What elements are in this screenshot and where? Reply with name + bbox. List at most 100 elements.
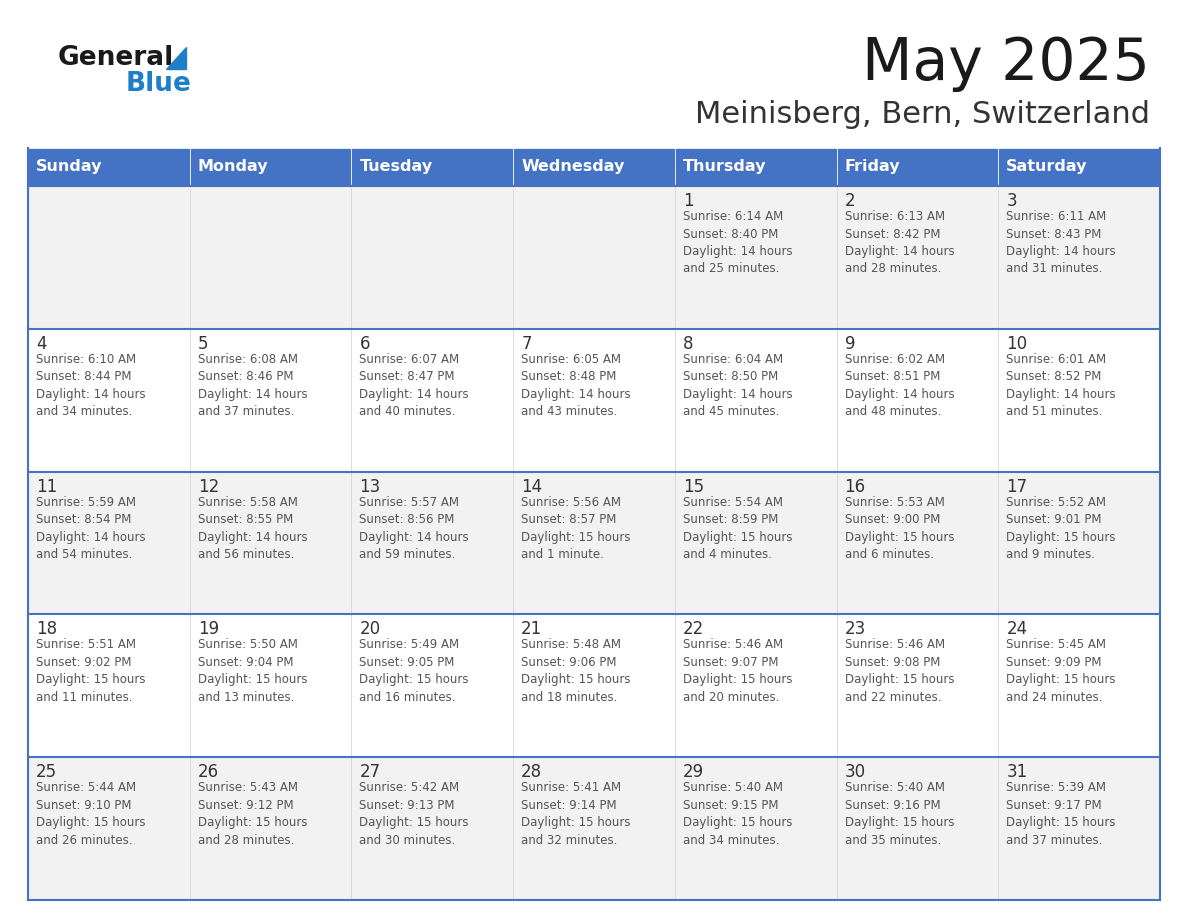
Bar [998, 757, 1159, 900]
Text: 29: 29 [683, 763, 704, 781]
Text: 31: 31 [1006, 763, 1028, 781]
Bar [190, 614, 352, 757]
Text: 30: 30 [845, 763, 866, 781]
Text: Friday: Friday [845, 160, 901, 174]
Text: Sunrise: 5:49 AM
Sunset: 9:05 PM
Daylight: 15 hours
and 16 minutes.: Sunrise: 5:49 AM Sunset: 9:05 PM Dayligh… [360, 638, 469, 704]
Text: Sunrise: 5:44 AM
Sunset: 9:10 PM
Daylight: 15 hours
and 26 minutes.: Sunrise: 5:44 AM Sunset: 9:10 PM Dayligh… [36, 781, 145, 846]
Text: Sunrise: 6:11 AM
Sunset: 8:43 PM
Daylight: 14 hours
and 31 minutes.: Sunrise: 6:11 AM Sunset: 8:43 PM Dayligh… [1006, 210, 1116, 275]
Text: Sunrise: 5:45 AM
Sunset: 9:09 PM
Daylight: 15 hours
and 24 minutes.: Sunrise: 5:45 AM Sunset: 9:09 PM Dayligh… [1006, 638, 1116, 704]
Text: 12: 12 [197, 477, 219, 496]
Text: 26: 26 [197, 763, 219, 781]
Text: Sunrise: 5:43 AM
Sunset: 9:12 PM
Daylight: 15 hours
and 28 minutes.: Sunrise: 5:43 AM Sunset: 9:12 PM Dayligh… [197, 781, 308, 846]
Bar [190, 148, 352, 186]
Text: Sunrise: 6:02 AM
Sunset: 8:51 PM
Daylight: 14 hours
and 48 minutes.: Sunrise: 6:02 AM Sunset: 8:51 PM Dayligh… [845, 353, 954, 419]
Text: Sunrise: 5:56 AM
Sunset: 8:57 PM
Daylight: 15 hours
and 1 minute.: Sunrise: 5:56 AM Sunset: 8:57 PM Dayligh… [522, 496, 631, 561]
Text: 8: 8 [683, 335, 694, 353]
Text: 11: 11 [36, 477, 57, 496]
Bar [29, 148, 190, 186]
Bar [836, 329, 998, 472]
Text: 16: 16 [845, 477, 866, 496]
Text: Thursday: Thursday [683, 160, 766, 174]
Bar [29, 614, 190, 757]
Bar [998, 472, 1159, 614]
Bar [836, 186, 998, 329]
Bar [352, 614, 513, 757]
Text: 21: 21 [522, 621, 543, 638]
Text: Sunrise: 5:57 AM
Sunset: 8:56 PM
Daylight: 14 hours
and 59 minutes.: Sunrise: 5:57 AM Sunset: 8:56 PM Dayligh… [360, 496, 469, 561]
Text: 2: 2 [845, 192, 855, 210]
Text: Tuesday: Tuesday [360, 160, 432, 174]
Text: Sunrise: 5:51 AM
Sunset: 9:02 PM
Daylight: 15 hours
and 11 minutes.: Sunrise: 5:51 AM Sunset: 9:02 PM Dayligh… [36, 638, 145, 704]
Bar [675, 757, 836, 900]
Text: 18: 18 [36, 621, 57, 638]
Text: Sunrise: 5:53 AM
Sunset: 9:00 PM
Daylight: 15 hours
and 6 minutes.: Sunrise: 5:53 AM Sunset: 9:00 PM Dayligh… [845, 496, 954, 561]
Text: 3: 3 [1006, 192, 1017, 210]
Text: Sunrise: 5:48 AM
Sunset: 9:06 PM
Daylight: 15 hours
and 18 minutes.: Sunrise: 5:48 AM Sunset: 9:06 PM Dayligh… [522, 638, 631, 704]
Text: 22: 22 [683, 621, 704, 638]
Text: General: General [58, 45, 175, 71]
Text: Sunrise: 5:54 AM
Sunset: 8:59 PM
Daylight: 15 hours
and 4 minutes.: Sunrise: 5:54 AM Sunset: 8:59 PM Dayligh… [683, 496, 792, 561]
Text: Sunrise: 5:52 AM
Sunset: 9:01 PM
Daylight: 15 hours
and 9 minutes.: Sunrise: 5:52 AM Sunset: 9:01 PM Dayligh… [1006, 496, 1116, 561]
Text: 14: 14 [522, 477, 542, 496]
Text: 25: 25 [36, 763, 57, 781]
Text: 17: 17 [1006, 477, 1028, 496]
Bar [675, 614, 836, 757]
Bar [352, 186, 513, 329]
Text: 1: 1 [683, 192, 694, 210]
Bar [675, 148, 836, 186]
Bar [675, 329, 836, 472]
Text: Sunrise: 5:40 AM
Sunset: 9:15 PM
Daylight: 15 hours
and 34 minutes.: Sunrise: 5:40 AM Sunset: 9:15 PM Dayligh… [683, 781, 792, 846]
Text: Wednesday: Wednesday [522, 160, 625, 174]
Bar [513, 148, 675, 186]
Text: Sunrise: 6:13 AM
Sunset: 8:42 PM
Daylight: 14 hours
and 28 minutes.: Sunrise: 6:13 AM Sunset: 8:42 PM Dayligh… [845, 210, 954, 275]
Bar [998, 614, 1159, 757]
Bar [190, 329, 352, 472]
Bar [836, 757, 998, 900]
Text: 4: 4 [36, 335, 46, 353]
Bar [352, 329, 513, 472]
Bar [675, 186, 836, 329]
Text: Sunrise: 5:42 AM
Sunset: 9:13 PM
Daylight: 15 hours
and 30 minutes.: Sunrise: 5:42 AM Sunset: 9:13 PM Dayligh… [360, 781, 469, 846]
Bar [836, 472, 998, 614]
Bar [513, 472, 675, 614]
Bar [352, 148, 513, 186]
Text: Sunrise: 5:41 AM
Sunset: 9:14 PM
Daylight: 15 hours
and 32 minutes.: Sunrise: 5:41 AM Sunset: 9:14 PM Dayligh… [522, 781, 631, 846]
Text: Sunrise: 6:04 AM
Sunset: 8:50 PM
Daylight: 14 hours
and 45 minutes.: Sunrise: 6:04 AM Sunset: 8:50 PM Dayligh… [683, 353, 792, 419]
Bar [352, 472, 513, 614]
Text: Sunrise: 5:39 AM
Sunset: 9:17 PM
Daylight: 15 hours
and 37 minutes.: Sunrise: 5:39 AM Sunset: 9:17 PM Dayligh… [1006, 781, 1116, 846]
Text: Sunrise: 5:40 AM
Sunset: 9:16 PM
Daylight: 15 hours
and 35 minutes.: Sunrise: 5:40 AM Sunset: 9:16 PM Dayligh… [845, 781, 954, 846]
Text: 28: 28 [522, 763, 542, 781]
Text: 19: 19 [197, 621, 219, 638]
Bar [836, 148, 998, 186]
Text: Monday: Monday [197, 160, 268, 174]
Bar [513, 329, 675, 472]
Text: 23: 23 [845, 621, 866, 638]
Text: 24: 24 [1006, 621, 1028, 638]
Text: Sunrise: 6:14 AM
Sunset: 8:40 PM
Daylight: 14 hours
and 25 minutes.: Sunrise: 6:14 AM Sunset: 8:40 PM Dayligh… [683, 210, 792, 275]
Text: 13: 13 [360, 477, 380, 496]
Bar [190, 472, 352, 614]
Text: 6: 6 [360, 335, 369, 353]
Text: 27: 27 [360, 763, 380, 781]
Text: Sunrise: 6:01 AM
Sunset: 8:52 PM
Daylight: 14 hours
and 51 minutes.: Sunrise: 6:01 AM Sunset: 8:52 PM Dayligh… [1006, 353, 1116, 419]
Text: Sunday: Sunday [36, 160, 102, 174]
Text: 20: 20 [360, 621, 380, 638]
Bar [190, 186, 352, 329]
Text: Meinisberg, Bern, Switzerland: Meinisberg, Bern, Switzerland [695, 100, 1150, 129]
Bar [29, 329, 190, 472]
Bar [513, 186, 675, 329]
Text: Sunrise: 5:50 AM
Sunset: 9:04 PM
Daylight: 15 hours
and 13 minutes.: Sunrise: 5:50 AM Sunset: 9:04 PM Dayligh… [197, 638, 308, 704]
Bar [29, 757, 190, 900]
Bar [29, 472, 190, 614]
Text: Sunrise: 6:07 AM
Sunset: 8:47 PM
Daylight: 14 hours
and 40 minutes.: Sunrise: 6:07 AM Sunset: 8:47 PM Dayligh… [360, 353, 469, 419]
Bar [352, 757, 513, 900]
Text: Sunrise: 5:46 AM
Sunset: 9:08 PM
Daylight: 15 hours
and 22 minutes.: Sunrise: 5:46 AM Sunset: 9:08 PM Dayligh… [845, 638, 954, 704]
Text: Sunrise: 6:05 AM
Sunset: 8:48 PM
Daylight: 14 hours
and 43 minutes.: Sunrise: 6:05 AM Sunset: 8:48 PM Dayligh… [522, 353, 631, 419]
Bar [190, 757, 352, 900]
Bar [998, 148, 1159, 186]
Text: 7: 7 [522, 335, 532, 353]
Text: Saturday: Saturday [1006, 160, 1088, 174]
Bar [998, 186, 1159, 329]
Bar [998, 329, 1159, 472]
Polygon shape [166, 47, 187, 69]
